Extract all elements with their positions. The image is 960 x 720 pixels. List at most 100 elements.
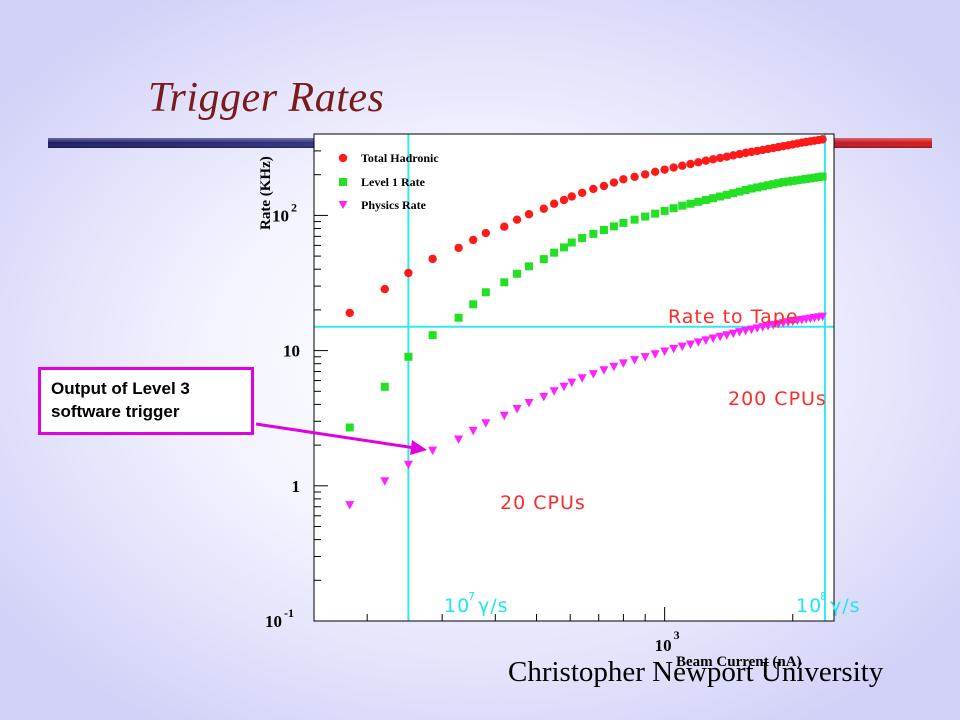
point-level1-rate bbox=[747, 184, 756, 193]
point-level1-rate bbox=[669, 204, 678, 213]
point-physics-rate bbox=[747, 325, 757, 335]
point-total-hadronic bbox=[469, 235, 478, 245]
point-level1-rate bbox=[758, 182, 767, 191]
point-total-hadronic bbox=[549, 199, 559, 208]
point-total-hadronic bbox=[669, 163, 678, 172]
point-physics-rate bbox=[403, 460, 413, 470]
point-total-hadronic bbox=[454, 243, 463, 253]
point-level1-rate bbox=[694, 197, 703, 206]
point-level1-rate bbox=[589, 229, 598, 238]
y-axis-title: Rate (KHz) bbox=[258, 156, 274, 230]
point-physics-rate bbox=[609, 362, 619, 372]
point-physics-rate bbox=[708, 334, 718, 343]
point-physics-rate bbox=[588, 370, 598, 379]
legend-marker-total-hadronic bbox=[338, 153, 348, 163]
callout-line-1: Output of Level 3 bbox=[51, 379, 190, 398]
point-total-hadronic bbox=[660, 165, 669, 174]
point-total-hadronic bbox=[640, 170, 650, 179]
data-points bbox=[345, 135, 828, 510]
svg-text:10: 10 bbox=[444, 595, 470, 617]
point-level1-rate bbox=[454, 313, 463, 322]
point-level1-rate bbox=[428, 331, 437, 340]
point-physics-rate bbox=[818, 312, 828, 322]
plot-frame bbox=[313, 133, 835, 622]
point-physics-rate bbox=[559, 382, 569, 392]
point-physics-rate bbox=[640, 353, 650, 362]
callout-line-2: software trigger bbox=[51, 402, 180, 421]
point-level1-rate bbox=[709, 194, 718, 203]
point-level1-rate bbox=[818, 172, 827, 181]
point-physics-rate bbox=[618, 359, 628, 368]
point-total-hadronic bbox=[589, 184, 598, 194]
point-physics-rate bbox=[660, 347, 670, 356]
y-tick-exp: 2 bbox=[291, 200, 297, 214]
point-level1-rate bbox=[753, 183, 762, 192]
point-total-hadronic bbox=[404, 268, 413, 278]
svg-text:γ/s: γ/s bbox=[830, 595, 861, 617]
point-physics-rate bbox=[693, 338, 703, 347]
point-level1-rate bbox=[345, 423, 354, 432]
legend-label-physics: Physics Rate bbox=[361, 198, 427, 212]
point-level1-rate bbox=[630, 215, 639, 224]
point-total-hadronic bbox=[715, 153, 725, 163]
point-level1-rate bbox=[559, 243, 568, 252]
point-level1-rate bbox=[513, 269, 522, 278]
point-total-hadronic bbox=[559, 195, 569, 205]
point-total-hadronic bbox=[524, 210, 534, 219]
point-total-hadronic bbox=[678, 161, 687, 170]
plot-background bbox=[314, 134, 834, 621]
point-total-hadronic bbox=[818, 135, 827, 144]
x-tick-exp: 3 bbox=[674, 628, 680, 642]
y-tick-label: 10 2 bbox=[272, 200, 297, 225]
point-total-hadronic bbox=[630, 172, 639, 181]
flux-label-1e7: 10 7 γ/s bbox=[444, 590, 509, 617]
point-total-hadronic bbox=[686, 159, 695, 169]
point-physics-rate bbox=[741, 326, 751, 336]
point-level1-rate bbox=[678, 201, 687, 210]
point-level1-rate bbox=[784, 177, 793, 186]
point-level1-rate bbox=[735, 187, 744, 196]
point-physics-rate bbox=[512, 404, 522, 414]
point-total-hadronic bbox=[539, 204, 548, 213]
y-tick-exp: -1 bbox=[284, 606, 294, 620]
point-physics-rate bbox=[481, 419, 491, 428]
cpus-200-label: 200 CPUs bbox=[728, 388, 827, 410]
point-physics-rate bbox=[567, 378, 577, 388]
rate-to-tape-label: Rate to Tape bbox=[668, 306, 799, 328]
point-physics-rate bbox=[577, 374, 587, 383]
legend: Total Hadronic Level 1 Rate Physics Rate bbox=[338, 151, 439, 212]
point-physics-rate bbox=[650, 350, 660, 359]
legend-marker-level1 bbox=[339, 178, 347, 186]
svg-text:8: 8 bbox=[820, 590, 827, 603]
point-level1-rate bbox=[641, 212, 650, 221]
legend-label-level1: Level 1 Rate bbox=[361, 175, 426, 189]
point-level1-rate bbox=[769, 180, 778, 189]
x-tick-base: 10 bbox=[655, 636, 672, 655]
y-tick-base: 10 bbox=[272, 206, 289, 225]
point-level1-rate bbox=[578, 234, 587, 243]
point-total-hadronic bbox=[481, 228, 491, 238]
cpus-20-label: 20 CPUs bbox=[500, 492, 586, 514]
point-level1-rate bbox=[567, 238, 576, 247]
point-level1-rate bbox=[686, 199, 695, 208]
legend-marker-physics bbox=[338, 201, 348, 209]
point-level1-rate bbox=[793, 176, 802, 185]
point-total-hadronic bbox=[500, 222, 509, 231]
point-physics-rate bbox=[599, 366, 609, 375]
point-level1-rate bbox=[599, 225, 608, 234]
point-physics-rate bbox=[677, 342, 687, 352]
callout-arrow bbox=[255, 422, 427, 455]
point-level1-rate bbox=[802, 174, 811, 183]
point-level1-rate bbox=[722, 190, 731, 199]
slide-title: Trigger Rates bbox=[148, 75, 385, 121]
point-physics-rate bbox=[345, 501, 355, 510]
point-total-hadronic bbox=[345, 308, 354, 318]
point-physics-rate bbox=[549, 387, 559, 396]
point-total-hadronic bbox=[722, 152, 732, 161]
svg-text:γ/s: γ/s bbox=[478, 595, 509, 617]
point-physics-rate bbox=[380, 477, 390, 486]
x-tick-label: 103 bbox=[655, 628, 680, 655]
svg-text:7: 7 bbox=[468, 590, 475, 603]
point-level1-rate bbox=[651, 209, 660, 218]
